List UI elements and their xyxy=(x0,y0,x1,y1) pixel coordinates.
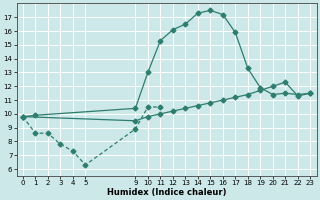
X-axis label: Humidex (Indice chaleur): Humidex (Indice chaleur) xyxy=(107,188,226,197)
